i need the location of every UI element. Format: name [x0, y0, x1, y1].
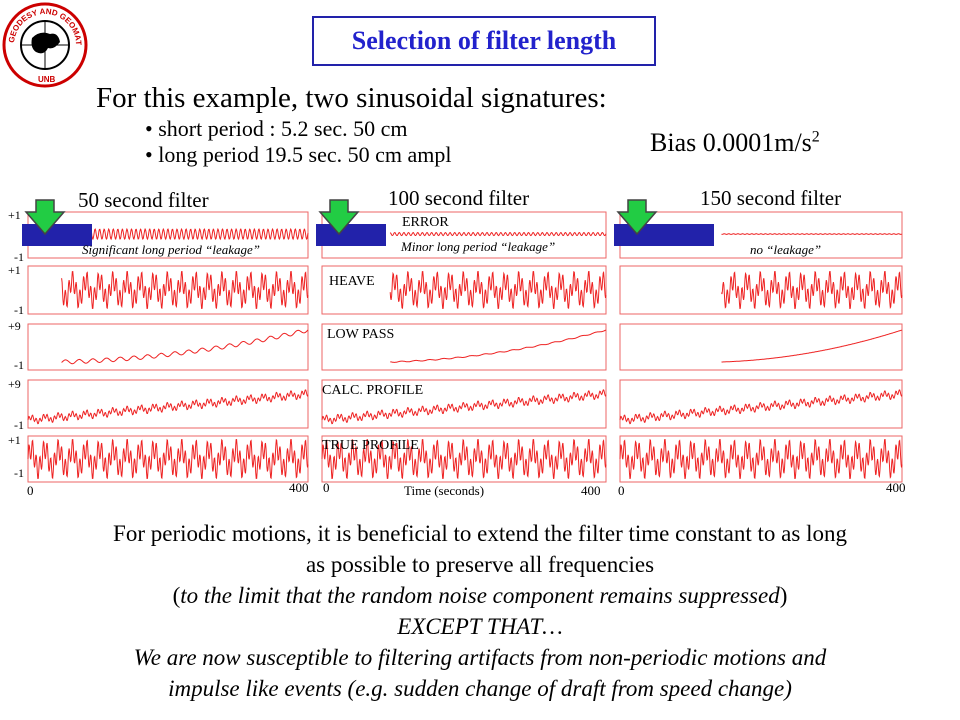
- paren-close: ): [779, 583, 788, 608]
- conclusion-line-6: impulse like events (e.g. sudden change …: [168, 676, 792, 701]
- y-tick-true-bottom: -1: [14, 466, 24, 480]
- signal-true-50: [27, 438, 309, 480]
- unb-geodesy-logo: GEODESY AND GEOMATICS ENGINEERING UNB: [2, 2, 88, 88]
- panel-calc-150: [619, 379, 903, 429]
- conclusion-text: For periodic motions, it is beneficial t…: [0, 518, 960, 704]
- bias-label: Bias 0.0001m/s: [650, 128, 812, 157]
- conclusion-line-1: For periodic motions, it is beneficial t…: [113, 521, 847, 546]
- conclusion-line-2: as possible to preserve all frequencies: [305, 552, 655, 577]
- signal-error-150: [721, 233, 903, 235]
- logo-unb-text: UNB: [38, 75, 56, 84]
- signal-heave-100: [389, 270, 607, 310]
- signature-list: short period : 5.2 sec. 50 cm long perio…: [145, 116, 451, 168]
- y-tick-calc-top: +9: [8, 377, 21, 391]
- panel-calc-100: [321, 379, 607, 429]
- row-label-low-pass: LOW PASS: [327, 327, 395, 342]
- arrow-down-icon-150: [616, 199, 658, 236]
- signal-true-100: [321, 438, 607, 480]
- y-tick-lowpass-bottom: -1: [14, 358, 24, 372]
- panel-heave-50: [27, 265, 309, 315]
- title-box: Selection of filter length: [312, 16, 656, 66]
- signal-error-100: [389, 232, 607, 237]
- conclusion-line-3-italic: to the limit that the random noise compo…: [180, 583, 780, 608]
- x-tick-min-right: 0: [618, 483, 625, 498]
- y-tick-error-bottom: -1: [14, 250, 24, 264]
- leakage-note-100: Minor long period “leakage”: [401, 239, 556, 254]
- x-tick-min-left: 0: [27, 483, 34, 498]
- y-tick-calc-bottom: -1: [14, 418, 24, 432]
- panel-lowpass-150: [619, 323, 903, 371]
- signal-calc-100: [321, 389, 607, 425]
- y-tick-heave-top: +1: [8, 263, 21, 277]
- arrow-down-icon-100: [318, 199, 360, 236]
- paren-open: (: [172, 583, 181, 608]
- row-label-true-profile: TRUE PROFILE: [322, 438, 419, 453]
- y-tick-true-top: +1: [8, 433, 21, 447]
- filter-window-100: [316, 224, 386, 246]
- bullet-short-period: short period : 5.2 sec. 50 cm: [145, 116, 451, 142]
- x-tick-max-left: 400: [289, 480, 309, 495]
- bias-text: Bias 0.0001m/s2: [650, 128, 820, 158]
- panel-heave-150: [619, 265, 903, 315]
- page-title: Selection of filter length: [351, 26, 617, 55]
- signal-calc-50: [27, 389, 309, 425]
- bullet-long-period: long period 19.5 sec. 50 cm ampl: [145, 142, 451, 168]
- conclusion-line-3: (to the limit that the random noise comp…: [0, 580, 960, 611]
- y-tick-lowpass-top: +9: [8, 319, 21, 333]
- panel-heave-100: [321, 265, 607, 315]
- filter-window-50: [22, 224, 92, 246]
- signal-error-50: [61, 227, 309, 241]
- intro-text: For this example, two sinusoidal signatu…: [96, 82, 607, 114]
- leakage-note-50: Significant long period “leakage”: [82, 242, 261, 257]
- row-label-calc-profile: CALC. PROFILE: [322, 383, 424, 398]
- x-axis-label: Time (seconds): [404, 483, 485, 498]
- panel-lowpass-100: [321, 323, 607, 371]
- x-tick-max-right: 400: [886, 480, 906, 495]
- filter-label-50: 50 second filter: [78, 188, 209, 212]
- signal-lowpass-150: [721, 329, 903, 363]
- signal-calc-150: [619, 389, 903, 425]
- filter-window-150: [614, 224, 714, 246]
- signal-heave-150: [721, 270, 903, 310]
- panel-lowpass-50: [27, 323, 309, 371]
- conclusion-line-4: EXCEPT THAT…: [397, 614, 563, 639]
- filter-label-150: 150 second filter: [700, 186, 842, 210]
- row-label-error: ERROR: [402, 215, 449, 230]
- arrow-down-icon-50: [24, 199, 66, 236]
- signal-lowpass-100: [390, 329, 607, 363]
- bias-exponent: 2: [811, 128, 820, 146]
- leakage-note-150: no “leakage”: [750, 242, 822, 257]
- conclusion-line-5: We are now susceptible to filtering arti…: [133, 645, 827, 670]
- signal-true-150: [619, 438, 903, 480]
- x-tick-min-middle: 0: [323, 480, 330, 495]
- filter-label-100: 100 second filter: [388, 186, 530, 210]
- x-tick-max-middle: 400: [581, 483, 601, 498]
- y-tick-error-top: +1: [8, 208, 21, 222]
- filter-comparison-plots: [22, 199, 903, 483]
- y-tick-heave-bottom: -1: [14, 303, 24, 317]
- signal-heave-50: [61, 270, 309, 310]
- panel-calc-50: [27, 379, 309, 429]
- signal-lowpass-50: [61, 329, 309, 365]
- row-label-heave: HEAVE: [329, 274, 375, 289]
